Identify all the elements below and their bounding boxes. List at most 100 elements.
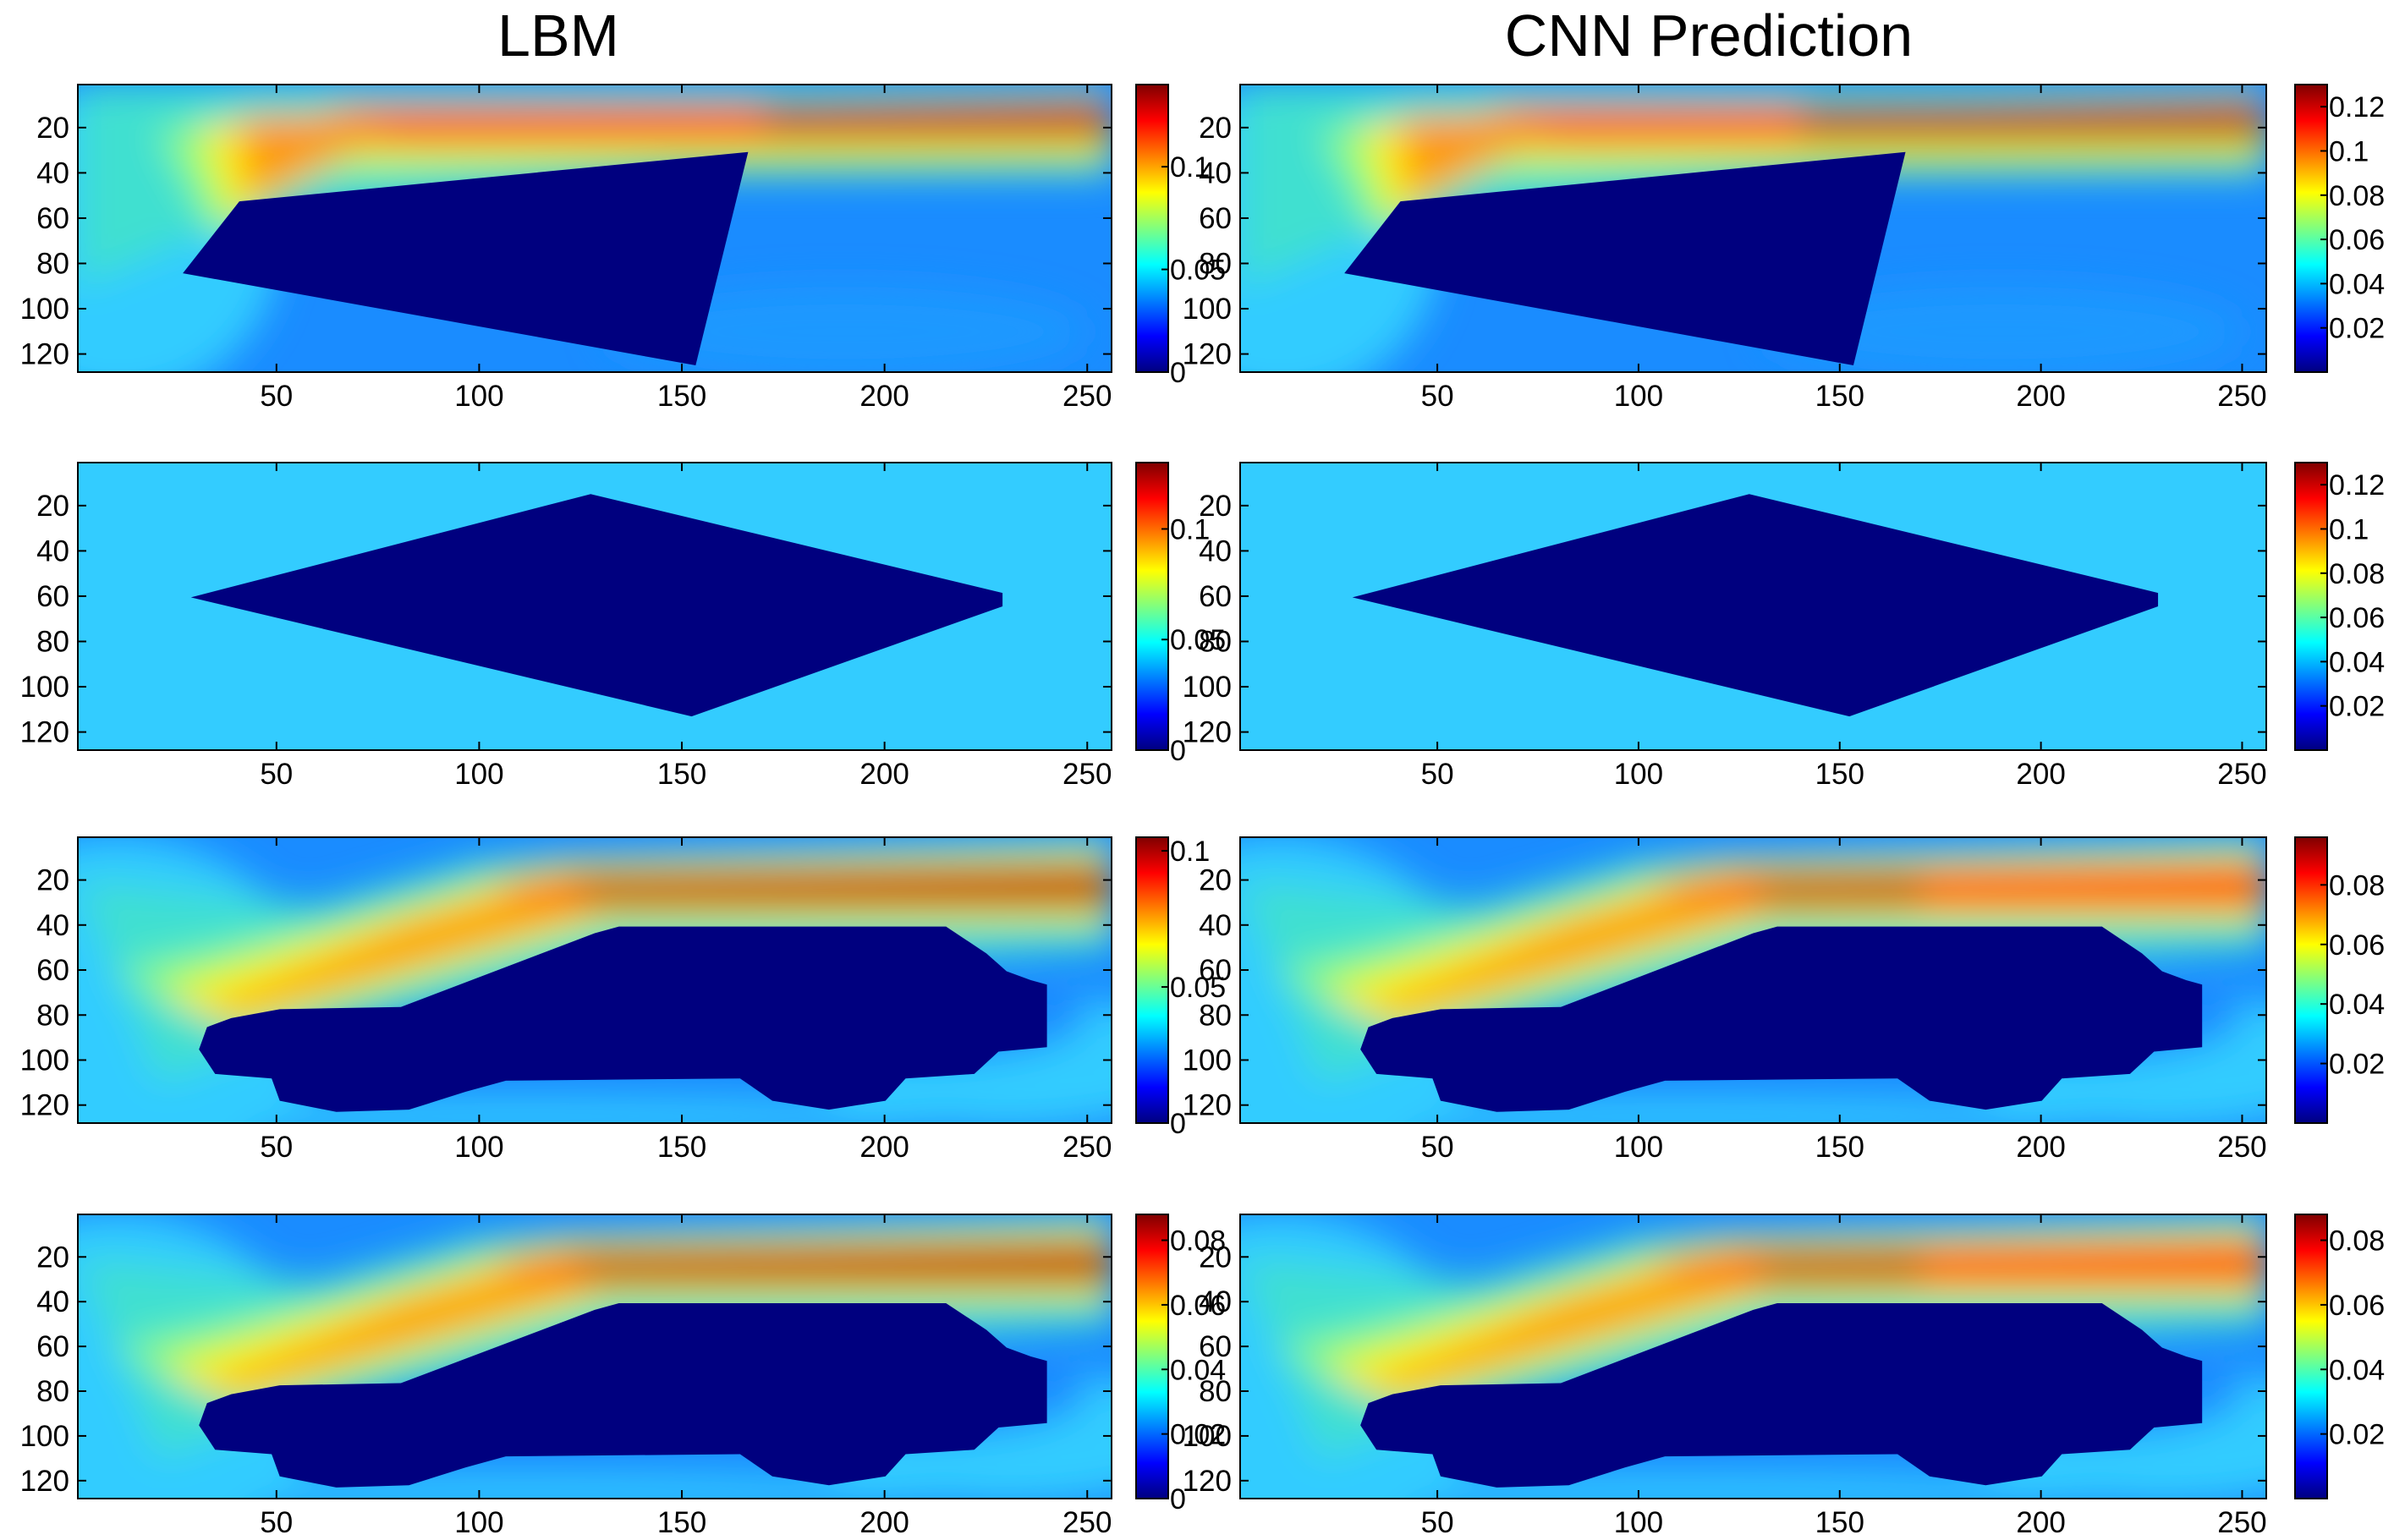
x-tick-label: 250 <box>2217 758 2266 791</box>
heatmap-field <box>1240 1214 2266 1499</box>
y-tick-label: 100 <box>1183 293 1232 326</box>
colorbar-tick-label: 0.02 <box>2329 313 2385 345</box>
column-title-lbm: LBM <box>497 3 619 69</box>
heatmap-field <box>1240 837 2266 1123</box>
x-tick-label: 50 <box>1421 758 1454 791</box>
velocity-field <box>78 85 1112 372</box>
heatmap-panel-left-1: 50 100 150 200 250 20 40 60 80 100 120 0 0.05 0.1 <box>20 84 1226 413</box>
colorbar <box>1135 1214 1169 1499</box>
heatmap-panel-right-1: 50 100 150 200 250 20 40 60 80 100 120 0.02 0.04 0.06… <box>1183 84 2385 413</box>
colorbar-tick-label: 0.04 <box>2329 1354 2385 1386</box>
colorbar-tick-label: 0.02 <box>2329 1049 2385 1081</box>
x-tick-label: 200 <box>859 1131 909 1164</box>
y-tick-label: 80 <box>1199 625 1232 658</box>
x-tick-label: 150 <box>1815 758 1864 791</box>
x-tick-label: 150 <box>1815 1131 1864 1164</box>
y-tick-label: 120 <box>1183 716 1232 749</box>
colorbar-tick-label: 0.1 <box>1170 151 1210 184</box>
x-tick-label: 100 <box>454 1506 503 1539</box>
colorbar <box>1135 462 1169 751</box>
plot-frame <box>77 1214 1112 1499</box>
colorbar-tick-label: 0.05 <box>1170 255 1226 287</box>
colorbar <box>2294 1214 2328 1499</box>
velocity-region <box>602 287 1088 372</box>
velocity-region <box>764 107 1112 130</box>
x-tick-label: 250 <box>2217 1131 2266 1164</box>
x-tick-label: 150 <box>657 1506 706 1539</box>
velocity-region <box>1760 1254 1922 1281</box>
colorbar-tick-label: 0 <box>1170 1108 1186 1140</box>
colorbar-tick-label: 0.02 <box>2329 1419 2385 1451</box>
colorbar-tick-label: 0.1 <box>1170 836 1210 868</box>
y-tick-label: 60 <box>36 954 69 987</box>
heatmap-panel-right-4: 50 100 150 200 250 20 40 60 80 100 120 0.02 0.04 0.06… <box>1183 1214 2385 1539</box>
velocity-region <box>1761 287 2243 372</box>
heatmap-field <box>78 85 1112 372</box>
plot-frame <box>77 462 1112 751</box>
y-tick-label: 20 <box>1199 490 1232 523</box>
colorbar-tick-label: 0.12 <box>2329 469 2385 501</box>
colorbar-tick-label: 0 <box>1170 735 1186 767</box>
x-tick-label: 150 <box>1815 380 1864 413</box>
velocity-region <box>1801 107 2266 134</box>
x-tick-label: 100 <box>454 1131 503 1164</box>
colorbar <box>2294 836 2328 1124</box>
plot-frame <box>77 84 1112 373</box>
heatmap-panel-left-3: 50 100 150 200 250 20 40 60 80 100 120 0 0.05 0.1 <box>20 836 1227 1164</box>
colorbar-tick-label: 0.08 <box>2329 180 2385 212</box>
colorbar-tick-label: 0.06 <box>2329 224 2385 256</box>
y-tick-label: 120 <box>1183 1465 1232 1498</box>
x-tick-label: 150 <box>657 758 706 791</box>
obstacle-wedge <box>183 151 749 366</box>
y-tick-label: 80 <box>36 625 69 658</box>
x-tick-label: 50 <box>260 1131 293 1164</box>
plot-frame <box>1239 1214 2267 1499</box>
x-tick-label: 200 <box>859 380 909 413</box>
y-tick-label: 100 <box>1183 1044 1232 1077</box>
x-tick-label: 200 <box>2016 1131 2065 1164</box>
y-tick-label: 60 <box>1199 1330 1232 1363</box>
y-tick-label: 40 <box>1199 909 1232 942</box>
x-tick-label: 150 <box>1815 1506 1864 1539</box>
velocity-region <box>1760 877 1922 905</box>
y-tick-label: 100 <box>1183 671 1232 704</box>
y-tick-label: 80 <box>1199 247 1232 280</box>
x-tick-label: 200 <box>859 758 909 791</box>
obstacle-diamond <box>1352 494 2159 717</box>
colorbar-tick-label: 0.06 <box>1170 1290 1226 1322</box>
x-tick-label: 200 <box>2016 1506 2065 1539</box>
y-tick-label: 20 <box>1199 1241 1232 1274</box>
colorbar <box>2294 462 2328 751</box>
heatmap-panel-right-3: 50 100 150 200 250 20 40 60 80 100 120 0.02 0.04 0.06… <box>1183 836 2385 1164</box>
y-tick-label: 60 <box>1199 202 1232 235</box>
heatmap-panel-left-2: 50 100 150 200 250 20 40 60 80 100 120 0 0.05 0.1 <box>20 462 1226 791</box>
colorbar-tick-label: 0.08 <box>2329 558 2385 590</box>
heatmap-field <box>1240 85 2266 372</box>
colorbar-tick-label: 0.1 <box>2329 135 2369 167</box>
plot-frame <box>77 836 1112 1124</box>
x-tick-label: 100 <box>454 380 503 413</box>
y-tick-label: 100 <box>1183 1420 1232 1453</box>
colorbar-tick-label: 0.1 <box>2329 513 2369 545</box>
y-tick-label: 120 <box>1183 338 1232 371</box>
colorbar-tick-label: 0.04 <box>2329 268 2385 300</box>
x-tick-label: 50 <box>1421 380 1454 413</box>
plot-frame <box>1239 84 2267 373</box>
velocity-region <box>562 873 1112 905</box>
y-tick-label: 80 <box>36 247 69 280</box>
x-tick-label: 200 <box>2016 380 2065 413</box>
y-tick-label: 40 <box>36 156 69 189</box>
y-tick-label: 100 <box>20 1420 69 1453</box>
x-tick-label: 50 <box>260 380 293 413</box>
y-tick-label: 20 <box>1199 864 1232 897</box>
colorbar-tick-label: 0.08 <box>1170 1225 1226 1258</box>
colorbar-tick-label: 0.08 <box>2329 869 2385 902</box>
heatmap-field <box>78 1214 1112 1499</box>
obstacle-car <box>1360 1303 2203 1488</box>
y-tick-label: 80 <box>36 999 69 1032</box>
x-tick-label: 50 <box>260 1506 293 1539</box>
colorbar-tick-label: 0.06 <box>2329 929 2385 962</box>
y-tick-label: 20 <box>36 112 69 145</box>
y-tick-label: 60 <box>36 202 69 235</box>
